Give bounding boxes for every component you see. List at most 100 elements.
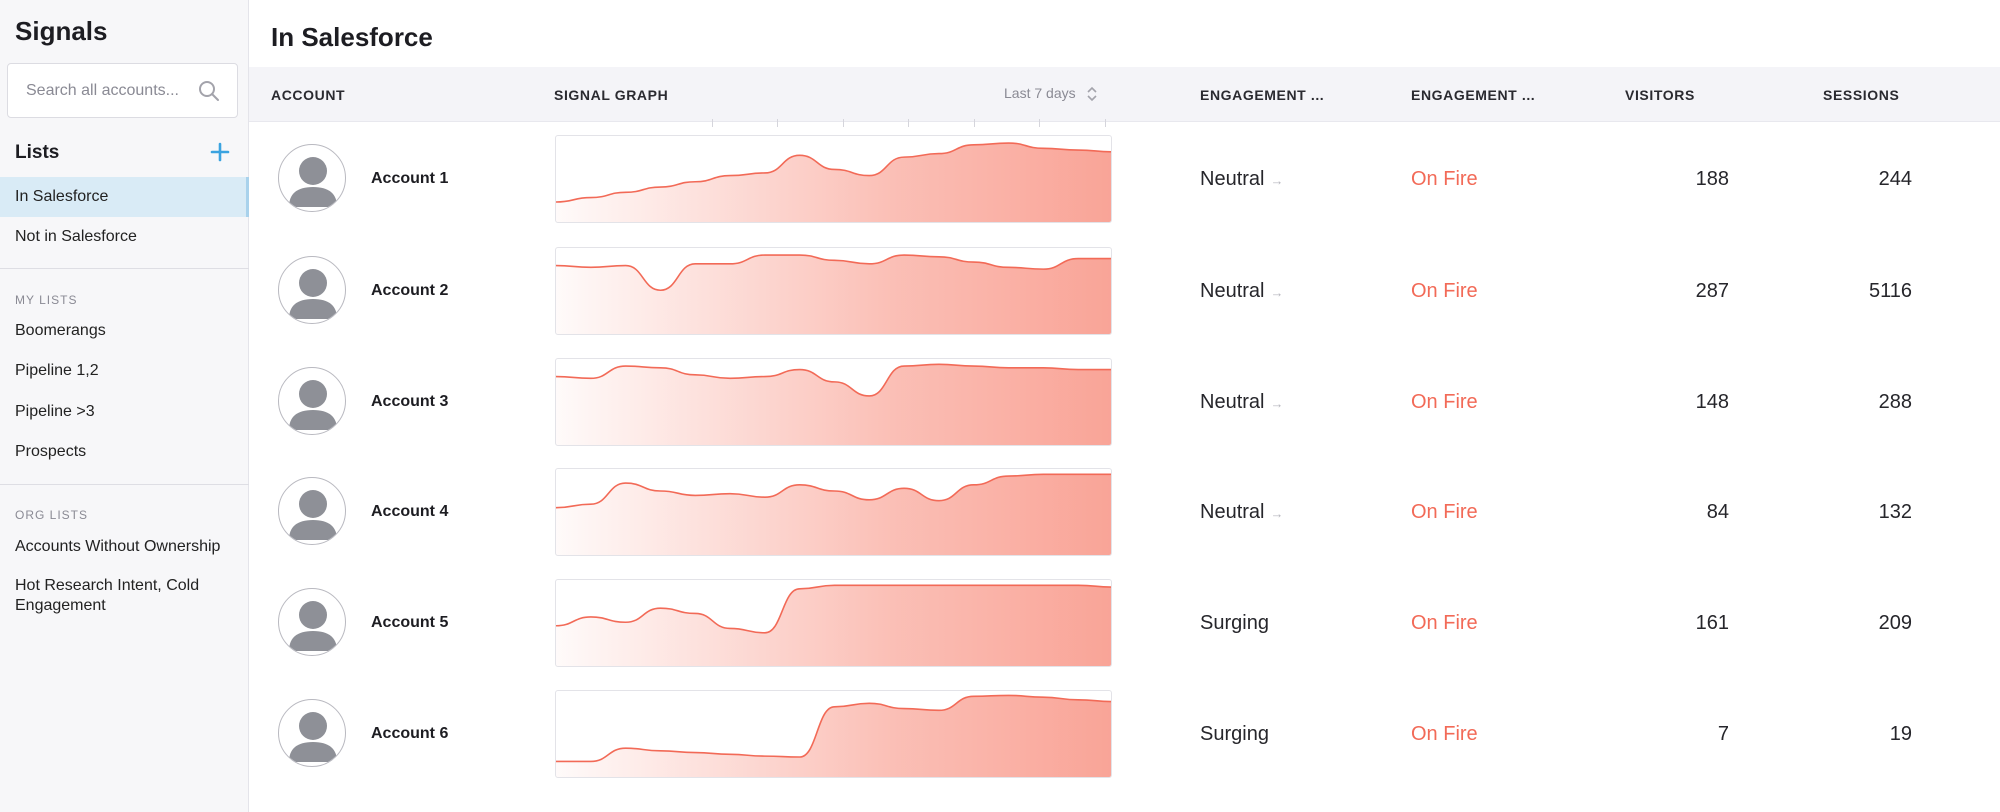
table-row[interactable]: Account 6 Surging On Fire 7 19 [249,679,2000,789]
signal-area [556,585,1111,666]
sidebar-item-accounts-without-ownership[interactable]: Accounts Without Ownership [15,538,221,555]
arrow-right-icon: → [1270,285,1284,300]
account-name[interactable]: Account 6 [371,725,449,742]
engagement-b-value: On Fire [1411,391,1478,413]
column-engagement-b[interactable]: ENGAGEMENT ... [1411,87,1536,103]
engagement-a-value: Neutral → [1200,391,1283,414]
account-name[interactable]: Account 4 [371,503,449,520]
sidebar-item-boomerangs[interactable]: Boomerangs [15,322,106,339]
engagement-b-value: On Fire [1411,501,1478,523]
visitors-count: 287 [1695,280,1729,302]
sessions-count: 5116 [1868,280,1912,302]
visitors-count: 7 [1717,723,1729,745]
lists-heading: Lists [15,142,60,163]
signal-graph[interactable] [555,135,1112,223]
signal-graph[interactable] [555,468,1112,556]
date-range-label: Last 7 days [1004,85,1076,101]
engagement-a-value: Neutral → [1200,501,1283,524]
sessions-count: 288 [1878,391,1912,413]
sidebar-item-pipeline-3[interactable]: Pipeline >3 [15,403,95,420]
arrow-right-icon: → [1270,396,1284,411]
sidebar-divider [0,484,249,485]
column-sessions[interactable]: SESSIONS [1823,87,1900,103]
sidebar-divider [0,268,249,269]
engagement-a-value: Surging [1200,723,1275,746]
date-range-selector[interactable]: Last 7 days [1004,85,1098,102]
search-input[interactable] [26,80,196,102]
visitors-count: 84 [1706,501,1729,523]
table-row[interactable]: Account 5 Surging On Fire 161 209 [249,568,2000,678]
org-lists-label: ORG LISTS [15,508,89,522]
table-header: ACCOUNT SIGNAL GRAPH Last 7 days ENGAGEM… [249,67,2000,127]
user-avatar-icon [278,367,346,435]
visitors-count: 188 [1695,168,1729,190]
engagement-a-text: Neutral [1200,501,1265,523]
sessions-count: 19 [1889,723,1912,745]
engagement-a-text: Surging [1200,723,1269,745]
user-avatar-icon [278,144,346,212]
arrow-right-icon: → [1270,506,1284,521]
engagement-a-text: Neutral [1200,168,1265,190]
table-row[interactable]: Account 1 Neutral → On Fire 188 244 [249,124,2000,234]
sessions-count: 132 [1878,501,1912,523]
engagement-a-text: Neutral [1200,280,1265,302]
signal-area [556,143,1111,222]
engagement-a-value: Neutral → [1200,280,1283,303]
account-name[interactable]: Account 2 [371,282,449,299]
my-lists-label: MY LISTS [15,293,78,307]
sidebar-item-hot-research-intent[interactable]: Hot Research Intent, Cold Engagement [15,577,200,614]
table-row[interactable]: Account 3 Neutral → On Fire 148 288 [249,347,2000,457]
signal-line [556,694,1111,763]
search-box[interactable] [7,63,238,118]
signal-graph[interactable] [555,247,1112,335]
table-row[interactable]: Account 4 Neutral → On Fire 84 132 [249,457,2000,567]
user-avatar-icon [278,699,346,767]
visitors-count: 161 [1695,612,1729,634]
engagement-b-value: On Fire [1411,280,1478,302]
signal-area [556,364,1111,445]
engagement-a-value: Neutral → [1200,168,1283,191]
signal-line [556,473,1111,509]
signal-line [556,254,1111,292]
engagement-a-value: Surging [1200,612,1275,635]
column-engagement-a[interactable]: ENGAGEMENT ... [1200,87,1325,103]
signal-area [556,474,1111,555]
account-name[interactable]: Account 3 [371,393,449,410]
account-name[interactable]: Account 1 [371,170,449,187]
graph-tick-marks [249,119,2000,127]
column-visitors[interactable]: VISITORS [1625,87,1695,103]
plus-icon[interactable] [208,140,232,164]
engagement-b-value: On Fire [1411,168,1478,190]
user-avatar-icon [278,588,346,656]
signal-graph[interactable] [555,358,1112,446]
main-content: In Salesforce ACCOUNT SIGNAL GRAPH Last … [249,0,2000,812]
sidebar-item-in-salesforce[interactable]: In Salesforce [0,177,249,217]
column-account[interactable]: ACCOUNT [271,87,346,103]
search-icon[interactable] [197,79,221,103]
signal-area [556,695,1111,777]
account-name[interactable]: Account 5 [371,614,449,631]
engagement-b-value: On Fire [1411,723,1478,745]
signal-area [556,255,1111,334]
table-row[interactable]: Account 2 Neutral → On Fire 287 5116 [249,236,2000,346]
engagement-a-text: Neutral [1200,391,1265,413]
sidebar-item-pipeline-1-2[interactable]: Pipeline 1,2 [15,362,99,379]
arrow-right-icon: → [1270,173,1284,188]
visitors-count: 148 [1695,391,1729,413]
engagement-a-text: Surging [1200,612,1269,634]
column-signal-graph[interactable]: SIGNAL GRAPH [554,87,669,103]
sidebar-item-prospects[interactable]: Prospects [15,443,87,460]
page-title: In Salesforce [271,22,433,52]
signal-graph[interactable] [555,579,1112,667]
sort-icon [1086,86,1098,102]
app-title: Signals [15,16,108,46]
signal-line [556,584,1111,634]
sidebar: Signals Lists In Salesforce Not in Sales… [0,0,249,812]
sidebar-item-not-in-salesforce[interactable]: Not in Salesforce [15,228,137,245]
sessions-count: 244 [1878,168,1912,190]
sessions-count: 209 [1878,612,1912,634]
signal-graph[interactable] [555,690,1112,778]
signal-line [556,142,1111,203]
user-avatar-icon [278,477,346,545]
engagement-b-value: On Fire [1411,612,1478,634]
